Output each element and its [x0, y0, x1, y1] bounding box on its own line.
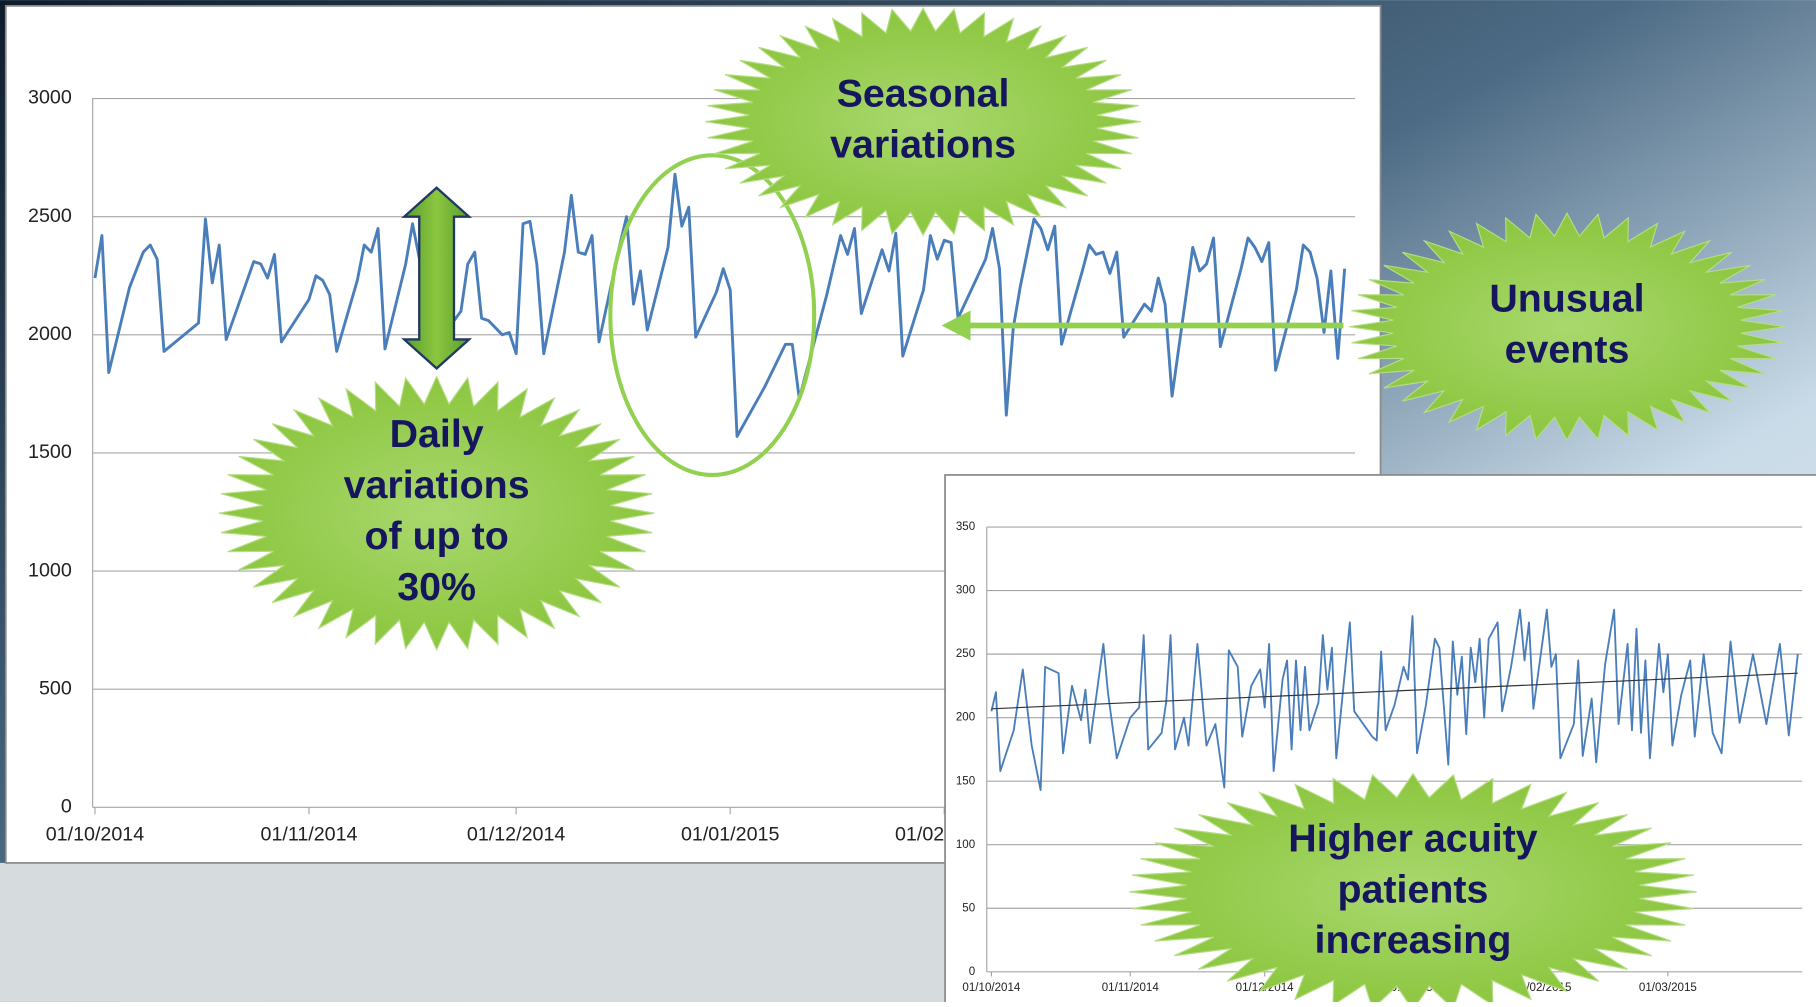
x-tick-label: 01/03/2015 [1639, 982, 1697, 994]
annotation-text: Higher acuity [1288, 816, 1537, 860]
y-tick-label: 3000 [28, 87, 72, 109]
y-tick-label: 200 [956, 712, 975, 724]
x-tick-label: 01/02/2015 [1513, 982, 1571, 994]
x-tick-label: 01/10/2014 [46, 823, 145, 845]
y-tick-label: 300 [956, 585, 975, 597]
y-tick-label: 50 [962, 902, 975, 914]
trend-line [991, 672, 1798, 710]
starburst [705, 6, 1141, 237]
y-tick-label: 0 [61, 796, 72, 818]
y-tick-label: 1500 [28, 441, 72, 463]
data-line [990, 608, 1799, 792]
highlight-ellipse [608, 153, 817, 477]
annotation-text: Seasonal [837, 72, 1010, 116]
y-tick-label: 2000 [28, 323, 72, 345]
main-chart-decorations [401, 153, 1344, 477]
x-tick-label: 01/11/2014 [1102, 982, 1160, 994]
y-tick-label: 1000 [28, 559, 72, 581]
pointer-arrow-head [941, 310, 971, 341]
data-line [93, 172, 1347, 438]
annotation-text: variations [344, 463, 530, 507]
annotation-text: increasing [1315, 918, 1512, 962]
main-chart-annotations: Seasonal variations Daily variations of up t… [218, 6, 1785, 652]
annotation-text: Unusual [1489, 277, 1644, 321]
starburst [1349, 211, 1785, 442]
y-tick-label: 100 [956, 839, 975, 851]
x-tick-label: 01/01/2015 [681, 823, 780, 845]
y-tick-label: 150 [956, 775, 975, 787]
annotation-text: variations [830, 123, 1016, 167]
y-tick-label: 2500 [28, 205, 72, 227]
annotation-text: of up to [364, 514, 508, 558]
inset-chart-annotations: Higher acuity patients increasing [1129, 772, 1697, 1007]
x-tick-label: 01/10/2014 [962, 982, 1021, 994]
y-tick-label: 0 [969, 966, 975, 978]
annotation-text: 30% [397, 565, 476, 609]
y-tick-label: 250 [956, 648, 975, 660]
annotation-text: Daily [390, 412, 484, 456]
x-tick-label: 01/12/2014 [467, 823, 566, 845]
double-arrow [401, 186, 473, 370]
starburst [1129, 772, 1697, 1007]
y-tick-label: 500 [39, 677, 72, 699]
annotation-text: events [1505, 328, 1630, 372]
annotation-text: patients [1338, 867, 1489, 911]
x-tick-label: 01/11/2014 [261, 823, 358, 845]
y-tick-label: 350 [956, 521, 975, 533]
starburst [218, 375, 655, 652]
